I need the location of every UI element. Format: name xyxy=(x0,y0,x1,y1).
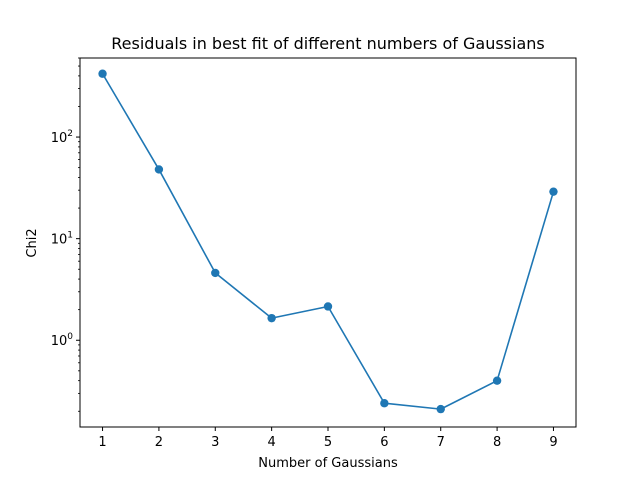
data-point xyxy=(98,69,107,78)
x-axis-label: Number of Gaussians xyxy=(258,456,398,471)
x-tick-label: 9 xyxy=(549,435,557,450)
data-point xyxy=(323,302,333,311)
data-point xyxy=(154,165,164,174)
x-tick-label: 4 xyxy=(267,435,275,450)
chart-title: Residuals in best fit of different numbe… xyxy=(111,34,544,53)
data-point xyxy=(211,268,220,278)
x-tick-label: 2 xyxy=(155,435,163,450)
axes-frame xyxy=(79,57,577,428)
data-point xyxy=(549,187,558,196)
x-tick-label: 7 xyxy=(437,435,445,450)
y-tick-label: 102 xyxy=(51,129,73,146)
y-tick-label: 101 xyxy=(51,231,73,248)
x-tick-label: 5 xyxy=(324,435,332,450)
x-tick-label: 8 xyxy=(493,435,501,450)
data-point xyxy=(267,313,276,323)
y-axis-label: Chi2 xyxy=(25,228,40,257)
data-point xyxy=(380,399,389,408)
x-tick-label: 1 xyxy=(98,435,106,450)
x-tick-label: 3 xyxy=(211,435,219,450)
data-point xyxy=(436,404,445,414)
y-tick-label: 100 xyxy=(51,332,74,349)
x-tick-label: 6 xyxy=(380,435,388,450)
data-point xyxy=(492,376,502,385)
